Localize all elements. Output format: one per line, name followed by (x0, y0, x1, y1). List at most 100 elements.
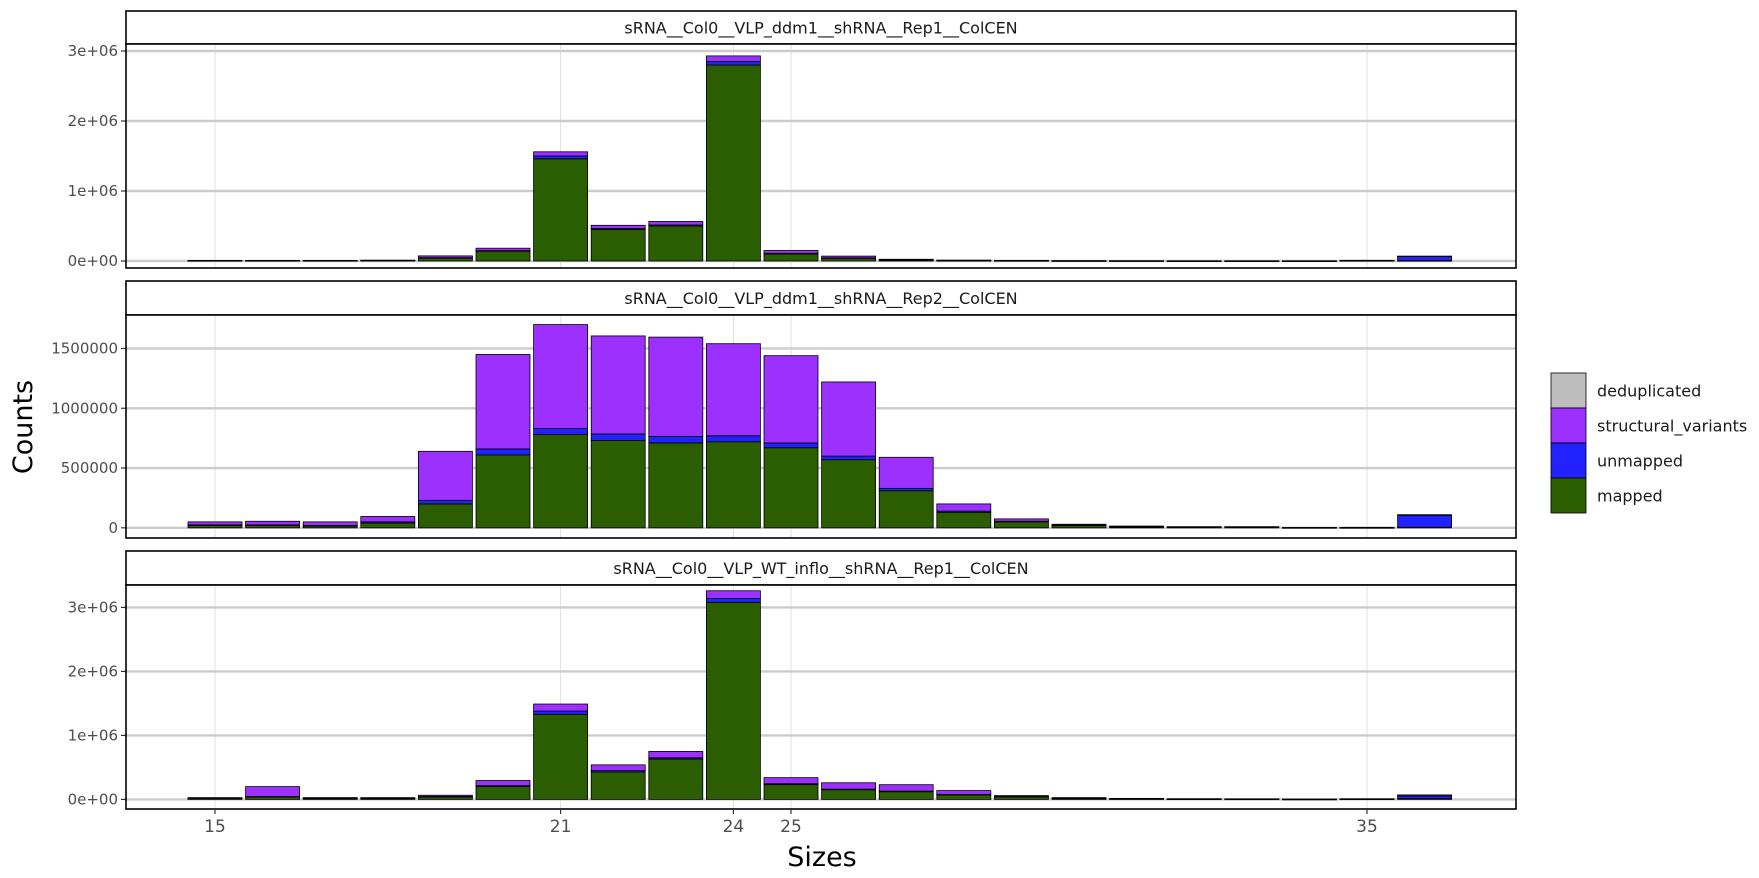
bar-segment-structural-variants (763, 777, 819, 785)
bar-segment-mapped (994, 521, 1049, 529)
bar-segment-structural-variants (1166, 260, 1222, 262)
bar-segment-structural-variants (417, 794, 473, 797)
bar-segment-structural-variants (1051, 260, 1107, 262)
bar-segment-mapped (360, 522, 416, 529)
bar-segment-structural-variants (1224, 260, 1280, 262)
bar-segment-structural-variants (1397, 514, 1452, 516)
facet-strip (125, 10, 1517, 45)
bar-segment-structural-variants (1166, 526, 1222, 528)
bar-segment-mapped (878, 490, 934, 529)
bar-segment-mapped (590, 440, 646, 529)
bar-segment-unmapped (475, 448, 531, 456)
bar-segment-structural-variants (1051, 523, 1107, 526)
bar-segment-structural-variants (360, 259, 416, 262)
y-tick-label: 1e+06 (68, 726, 118, 744)
bar-segment-mapped (936, 511, 992, 529)
bar-segment-mapped (475, 250, 531, 262)
bar-segment-unmapped (1397, 514, 1452, 528)
y-tick-label: 1e+06 (68, 182, 118, 200)
bar-segment-structural-variants (648, 221, 704, 226)
bar-segment-mapped (590, 771, 646, 800)
bar-segment-structural-variants (763, 250, 819, 254)
bar-segment-structural-variants (1339, 526, 1395, 529)
plot-background (126, 585, 1516, 809)
y-tick-label: 2e+06 (68, 112, 118, 130)
bar-segment-unmapped (590, 433, 646, 441)
x-tick-label: 35 (1356, 817, 1378, 837)
bar-segment-mapped (763, 253, 819, 262)
legend-key-mapped (1550, 477, 1587, 514)
facet-title: sRNA__Col0__VLP_ddm1__shRNA__Rep2__ColCE… (624, 289, 1017, 309)
bar-segment-mapped (648, 442, 704, 529)
bar-segment-structural-variants (302, 521, 358, 526)
bar-segment-mapped (821, 459, 876, 529)
bar-segment-structural-variants (590, 335, 646, 435)
facet-panel: sRNA__Col0__VLP_ddm1__shRNA__Rep2__ColCE… (51, 280, 1517, 539)
bar-segment-unmapped (706, 435, 761, 443)
bar-segment-unmapped (417, 499, 473, 505)
bar-segment-structural-variants (936, 790, 992, 795)
bar-segment-structural-variants (1339, 798, 1395, 800)
bar-segment-structural-variants (878, 258, 934, 261)
y-tick-label: 500000 (61, 459, 118, 477)
bar-segment-structural-variants (417, 255, 473, 259)
bar-segment-structural-variants (1397, 255, 1452, 258)
bar-segment-structural-variants (1282, 527, 1337, 529)
bar-segment-unmapped (1397, 256, 1452, 262)
bar-segment-structural-variants (1397, 794, 1452, 797)
bar-segment-unmapped (533, 428, 588, 435)
bar-segment-mapped (533, 434, 588, 529)
bar-segment-unmapped (533, 710, 588, 715)
bar-segment-structural-variants (936, 503, 992, 512)
y-tick-label: 0e+00 (68, 790, 118, 808)
bar-segment-mapped (878, 791, 934, 800)
bar-segment-structural-variants (187, 797, 243, 799)
bar-segment-mapped (590, 229, 646, 262)
y-tick-label: 1000000 (51, 399, 118, 417)
bar-segment-unmapped (706, 61, 761, 66)
x-tick-label: 15 (204, 817, 226, 837)
bar-segment-structural-variants (187, 521, 243, 526)
y-tick-label: 2e+06 (68, 662, 118, 680)
bar-segment-structural-variants (1109, 525, 1164, 528)
bar-segment-structural-variants (706, 343, 761, 437)
bar-segment-structural-variants (821, 782, 876, 790)
bar-segment-structural-variants (648, 751, 704, 759)
bar-segment-structural-variants (821, 255, 876, 259)
x-axis: 15 21 24 25 35 (204, 809, 1378, 837)
legend-key-unmapped (1550, 442, 1587, 479)
bar-segment-structural-variants (1166, 798, 1222, 800)
bar-segment-structural-variants (590, 764, 646, 772)
panel-border (125, 584, 1517, 810)
bar-segment-structural-variants (360, 516, 416, 523)
bar-segment-structural-variants (994, 795, 1049, 797)
bar-segment-structural-variants (533, 151, 588, 157)
bar-segment-structural-variants (706, 55, 761, 62)
bar-segment-structural-variants (878, 784, 934, 792)
facet-panels: sRNA__Col0__VLP_ddm1__shRNA__Rep1__ColCE… (51, 10, 1517, 810)
bar-segment-mapped (648, 758, 704, 800)
bar-segment-mapped (763, 784, 819, 800)
bar-segment-structural-variants (475, 780, 531, 787)
panel-border (125, 43, 1517, 269)
bar-segment-structural-variants (302, 260, 358, 262)
bar-segment-structural-variants (187, 260, 243, 262)
bar-segment-mapped (475, 786, 531, 800)
bar-segment-structural-variants (1109, 260, 1164, 262)
bar-segment-structural-variants (245, 520, 301, 526)
facet-panel: sRNA__Col0__VLP_WT_inflo__shRNA__Rep1__C… (68, 550, 1517, 810)
facet-strip (125, 550, 1517, 586)
bar-segment-structural-variants (1282, 260, 1337, 262)
plot-background (126, 315, 1516, 538)
bar-segment-structural-variants (1224, 798, 1280, 800)
legend: deduplicated structural_variants unmapped m… (1550, 372, 1747, 514)
bar-segment-mapped (417, 503, 473, 529)
bar-segment-structural-variants (1051, 797, 1107, 799)
legend-key-deduplicated (1550, 372, 1587, 409)
bar-segment-mapped (475, 454, 531, 529)
bar-segment-structural-variants (533, 324, 588, 429)
bar-segment-structural-variants (1109, 797, 1164, 800)
x-tick-label: 25 (780, 817, 802, 837)
y-tick-label: 3e+06 (68, 42, 118, 60)
bar-segment-structural-variants (994, 259, 1049, 262)
